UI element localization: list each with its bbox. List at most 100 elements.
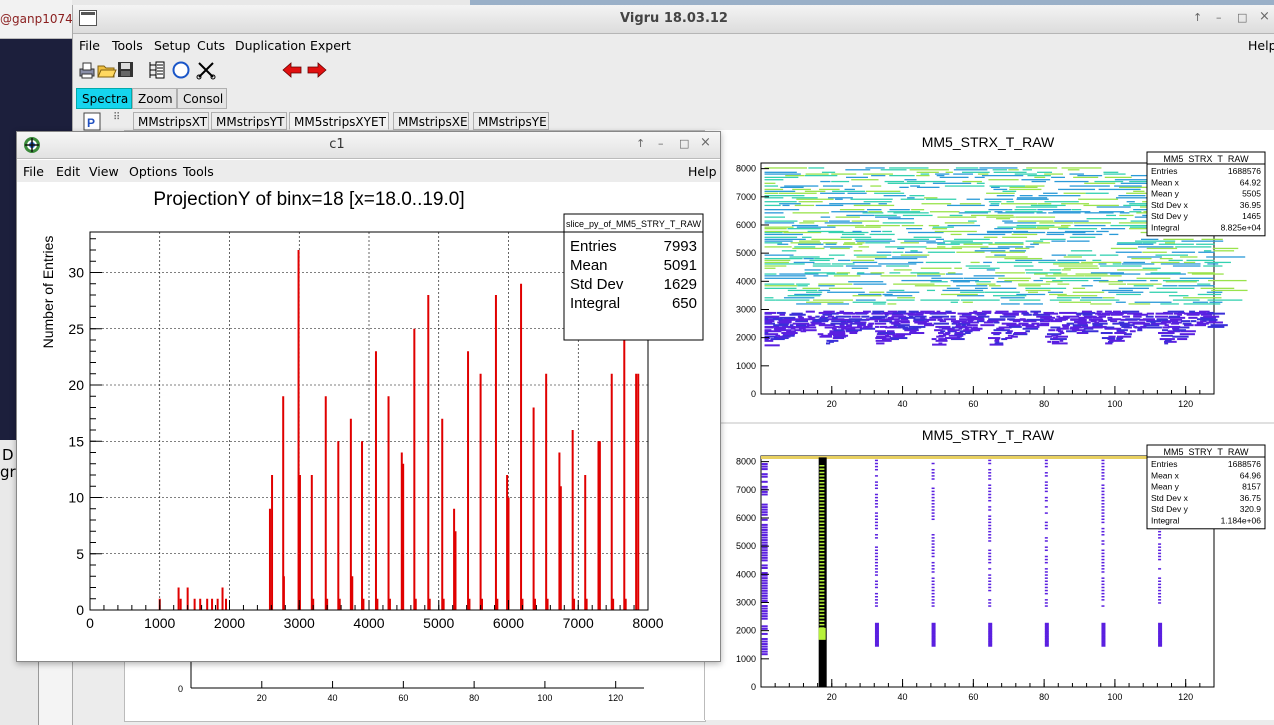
heatmap-cell: [840, 236, 872, 238]
heatmap-cell: [1158, 636, 1163, 639]
heatmap-cell: [931, 487, 935, 490]
circle-icon[interactable]: [170, 60, 192, 80]
window-raise-icon[interactable]: ↑: [1193, 11, 1203, 24]
c1-titlebar[interactable]: c1 ↑ – □ ×: [17, 132, 720, 159]
heatmap-cell: [819, 525, 825, 528]
heatmap-cell: [1117, 335, 1132, 338]
heatmap-cell: [1101, 518, 1105, 521]
heatmap-cell: [874, 320, 879, 323]
heatmap-cell: [952, 321, 960, 324]
heatmap-cell: [953, 173, 974, 175]
menu-setup[interactable]: Setup: [154, 38, 191, 53]
heatmap-cell: [1067, 169, 1080, 171]
heatmap-cell: [1123, 333, 1132, 336]
heatmap-cell: [1101, 462, 1105, 465]
menu-tools[interactable]: Tools: [112, 38, 143, 53]
heatmap-cell: [1183, 297, 1222, 299]
heatmap-cell: [889, 337, 908, 340]
heatmap-cell: [1030, 204, 1066, 207]
window-close-icon[interactable]: ×: [700, 135, 711, 150]
menu-help[interactable]: Help: [1248, 38, 1274, 53]
heatmap-cell: [875, 337, 887, 340]
c1-menu-tools[interactable]: Tools: [183, 164, 214, 179]
heatmap-cell: [1183, 303, 1221, 305]
heatmap-cell: [785, 174, 805, 177]
tab-consol[interactable]: Consol: [177, 88, 227, 109]
menu-cuts[interactable]: Cuts: [197, 38, 226, 53]
heatmap-cell: [1044, 626, 1049, 629]
heatmap-cell: [777, 321, 792, 324]
heatmap-cell: [950, 233, 962, 236]
heatmap-cell: [1044, 506, 1048, 508]
scissors-icon[interactable]: [195, 60, 217, 80]
heatmap-cell: [960, 291, 985, 293]
heatmap-cell: [950, 315, 956, 318]
vigru-titlebar[interactable]: Vigru 18.03.12 ↑ – □ ×: [73, 5, 1274, 34]
canvas-pad-right[interactable]: MM5_STRX_T_RAW 20 40 60 80 100 120 0 1000 2000 30…: [704, 130, 1274, 720]
print-icon[interactable]: [76, 60, 98, 80]
window-maximize-icon[interactable]: □: [679, 137, 690, 150]
c1-canvas[interactable]: ProjectionY of binx=18 [x=18.0..19.0] Nu…: [19, 182, 718, 659]
window-minimize-icon[interactable]: –: [1216, 11, 1222, 24]
p-icon[interactable]: P: [83, 112, 103, 132]
arrow-left-icon[interactable]: [281, 60, 303, 80]
subtab-mm5stripsxyet[interactable]: MM5stripsXYET: [289, 112, 389, 130]
c1-menu-edit[interactable]: Edit: [56, 164, 81, 179]
heatmap-cell: [803, 257, 814, 260]
heatmap-cell: [931, 543, 935, 545]
open-folder-icon[interactable]: [95, 60, 117, 80]
save-icon[interactable]: [115, 60, 137, 80]
menu-expert[interactable]: Expert: [310, 38, 351, 53]
window-raise-icon[interactable]: ↑: [636, 137, 646, 150]
subtab-mmstripsxt[interactable]: MMstripsXT: [133, 112, 209, 130]
heatmap-cell: [1005, 337, 1013, 340]
heatmap-cell: [1162, 285, 1178, 287]
heatmap-cell: [874, 599, 878, 601]
subtab-mmstripsxe[interactable]: MMstripsXE: [393, 112, 469, 130]
browser-icon[interactable]: [145, 60, 167, 80]
c1-menu-file[interactable]: File: [23, 164, 44, 179]
heatmap-cell: [988, 515, 992, 517]
arrow-right-icon[interactable]: [306, 60, 328, 80]
heatmap-cell: [852, 295, 882, 297]
menu-file[interactable]: File: [79, 38, 100, 53]
heatmap-cell: [966, 324, 978, 327]
heatmap-cell: [1098, 188, 1141, 191]
heatmap-cell: [819, 468, 825, 470]
c1-menu-view[interactable]: View: [89, 164, 119, 179]
heatmap-cell: [831, 180, 850, 183]
heatmap-cell: [1105, 342, 1113, 345]
heatmap-cell: [796, 324, 807, 327]
c1-menu-help[interactable]: Help: [688, 164, 717, 179]
heatmap-cell: [1101, 468, 1105, 471]
heatmap-cell: [959, 315, 977, 318]
heatmap-cell: [988, 518, 992, 521]
window-minimize-icon[interactable]: –: [658, 137, 664, 150]
window-close-icon[interactable]: ×: [1259, 9, 1270, 24]
heatmap-cell: [976, 320, 985, 323]
bar: [610, 373, 613, 610]
heatmap-cell: [818, 285, 835, 287]
tab-zoom[interactable]: Zoom: [132, 88, 177, 109]
heatmap-cell: [897, 238, 930, 241]
heatmap-cell: [947, 224, 981, 227]
heatmap-cell: [1013, 265, 1034, 267]
subtab-mmstripsyt[interactable]: MMstripsYT: [211, 112, 287, 130]
tab-spectra[interactable]: Spectra: [76, 88, 132, 109]
heatmap-cell: [825, 243, 837, 245]
stats-value: 64.96: [1240, 470, 1262, 480]
heatmap-cell: [1101, 577, 1105, 579]
heatmap-cell: [764, 230, 789, 233]
menu-duplication[interactable]: Duplication: [235, 38, 306, 53]
heatmap-cell: [1101, 622, 1106, 625]
subtab-mmstripsye[interactable]: MMstripsYE: [473, 112, 549, 130]
heatmap-cell: [1110, 318, 1122, 321]
heatmap-cell: [819, 488, 825, 491]
heatmap-cell: [761, 465, 768, 468]
heatmap-cell: [1209, 301, 1223, 303]
heatmap-cell: [1074, 320, 1087, 323]
heatmap-cell: [849, 332, 858, 335]
c1-menu-options[interactable]: Options: [129, 164, 178, 179]
window-maximize-icon[interactable]: □: [1237, 11, 1248, 24]
heatmap-cell: [902, 327, 919, 330]
